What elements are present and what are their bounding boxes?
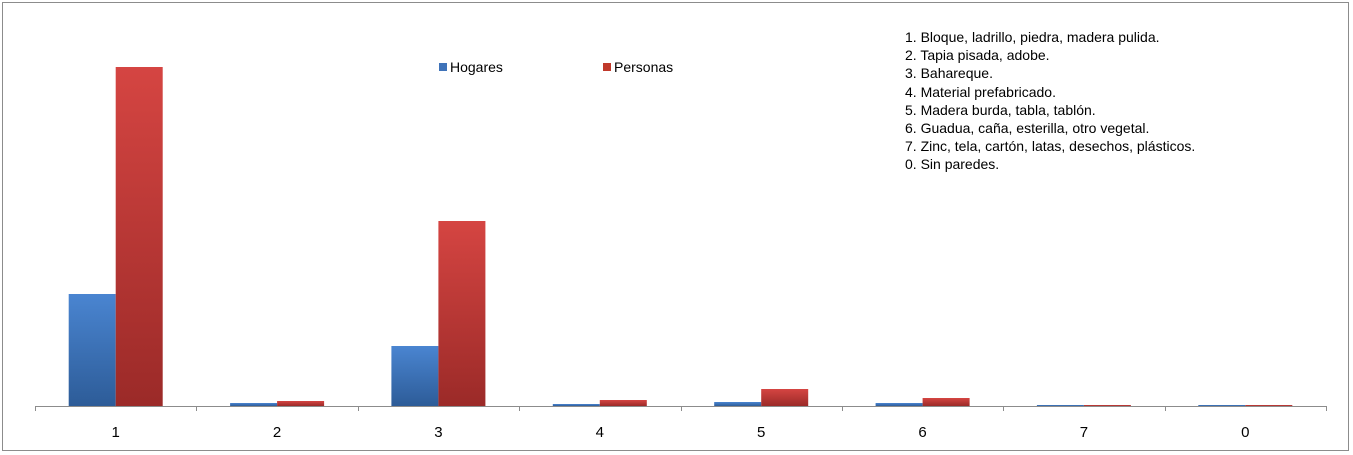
bar-hogares-5 — [714, 402, 762, 406]
bar-hogares-0 — [1198, 405, 1246, 406]
x-tick-label: 2 — [273, 424, 281, 441]
chart-plot: 1 2 3 4 5 6 7 0 — [35, 67, 1327, 441]
x-tick-label: 3 — [434, 424, 442, 441]
x-tick-label: 7 — [1080, 424, 1088, 441]
x-tick-label: 0 — [1241, 424, 1249, 441]
category-key-item: 3. Bahareque. — [905, 65, 993, 82]
bar-hogares-7 — [1036, 405, 1084, 406]
bar-hogares-3 — [391, 346, 439, 406]
legend-label-personas: Personas — [614, 59, 674, 75]
x-axis: 1 2 3 4 5 6 7 0 — [35, 406, 1327, 441]
bars-layer — [68, 67, 1293, 406]
legend-label-hogares: Hogares — [450, 59, 503, 75]
bar-personas-3 — [438, 221, 486, 406]
category-key-item: 6. Guadua, caña, esterilla, otro vegetal… — [905, 120, 1150, 137]
bar-personas-4 — [599, 400, 647, 406]
bar-hogares-1 — [68, 294, 116, 406]
x-tick-label: 4 — [596, 424, 604, 441]
bar-personas-2 — [277, 401, 325, 406]
category-key-item: 4. Material prefabricado. — [905, 83, 1056, 100]
category-key-item: 1. Bloque, ladrillo, piedra, madera puli… — [905, 29, 1160, 45]
x-tick-label: 5 — [757, 424, 765, 441]
bar-personas-6 — [922, 398, 970, 406]
bar-hogares-6 — [875, 403, 923, 406]
bar-hogares-4 — [552, 404, 600, 406]
category-key-item: 2. Tapia pisada, adobe. — [905, 47, 1050, 64]
bar-personas-5 — [761, 389, 809, 406]
legend-swatch-hogares — [439, 63, 447, 71]
bar-personas-1 — [115, 67, 163, 406]
legend-swatch-personas — [603, 63, 611, 71]
legend-item-hogares: Hogares — [439, 59, 503, 75]
category-key-item: 0. Sin paredes. — [905, 156, 1000, 173]
legend-item-personas: Personas — [603, 59, 673, 75]
x-tick-label: 1 — [112, 424, 120, 441]
bar-personas-0 — [1245, 405, 1293, 406]
category-key: 1. Bloque, ladrillo, piedra, madera puli… — [905, 28, 1195, 174]
bar-personas-7 — [1083, 405, 1131, 406]
bar-hogares-2 — [230, 403, 278, 406]
x-tick-label: 6 — [918, 424, 926, 441]
category-key-item: 5. Madera burda, tabla, tablón. — [905, 101, 1096, 118]
category-key-item: 7. Zinc, tela, cartón, latas, desechos, … — [905, 138, 1196, 155]
